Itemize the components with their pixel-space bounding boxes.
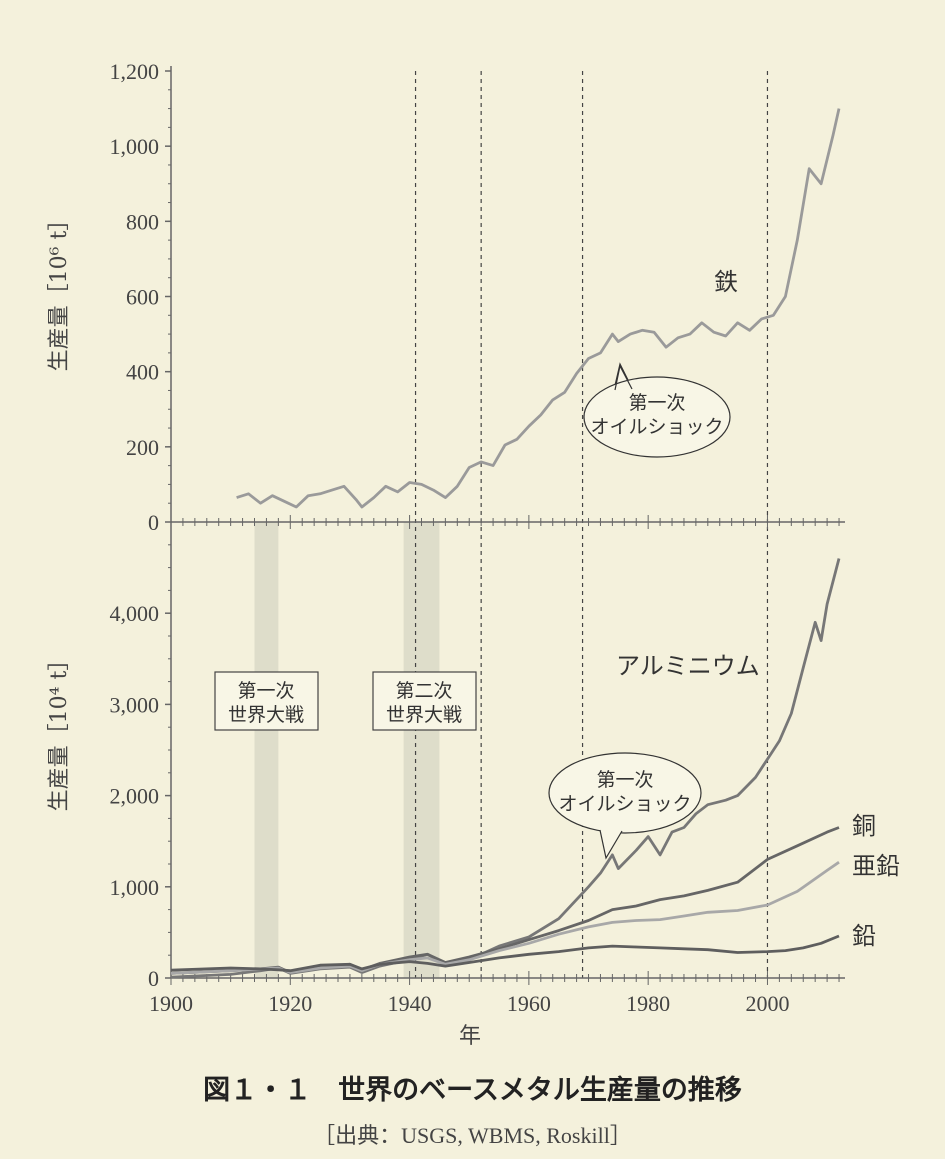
x-tick-label: 1900: [149, 991, 193, 1016]
ww1-label-line2: 世界大戦: [228, 704, 304, 726]
oil-shock-top-line2: オイルショック: [590, 416, 723, 438]
bottom-y-tick-label: 2,000: [110, 784, 160, 809]
ww1-label-line1: 第一次: [237, 680, 294, 702]
oil-shock-callout-top: 第一次 オイルショック: [583, 362, 731, 458]
oil-shock-callout-bottom: 第一次 オイルショック: [548, 752, 702, 860]
x-tick-label: 1960: [507, 991, 551, 1016]
series-line-1-鉄: [236, 108, 841, 509]
top-y-tick-label: 1,000: [110, 134, 160, 159]
shaded-period-2: [403, 522, 440, 978]
bottom-y-tick-label: 1,000: [110, 875, 160, 900]
top-y-tick-label: 1,200: [110, 59, 160, 84]
top-y-tick-label: 0: [148, 510, 159, 535]
oil-shock-bottom-line2: オイルショック: [558, 793, 691, 815]
oil-shock-bottom-line1: 第一次: [596, 769, 653, 791]
ww2-label: 第二次 世界大戦: [372, 671, 477, 731]
label-zinc: 亜鉛: [852, 852, 900, 880]
series-line-4-鉛: [170, 934, 840, 973]
x-tick-label: 2000: [745, 991, 789, 1016]
x-tick-label: 1920: [268, 991, 312, 1016]
top-y-tick-label: 400: [126, 360, 159, 385]
x-tick-label: 1980: [626, 991, 670, 1016]
bottom-y-tick-label: 3,000: [110, 692, 160, 717]
ww2-label-line1: 第二次: [395, 680, 452, 702]
bottom-y-tick-label: 0: [148, 966, 159, 991]
shaded-period-1: [254, 522, 279, 978]
bottom-y-axis-label: 生産量［10⁴ t］: [47, 649, 72, 812]
ww1-label: 第一次 世界大戦: [214, 671, 319, 731]
label-iron: 鉄: [714, 268, 738, 296]
label-aluminum: アルミニウム: [616, 652, 760, 680]
top-y-axis-label: 生産量［10⁶ t］: [47, 209, 72, 372]
top-y-tick-label: 200: [126, 435, 159, 460]
bottom-y-tick-label: 4,000: [110, 601, 160, 626]
figure-source: ［出典：USGS, WBMS, Roskill］: [313, 1123, 632, 1148]
label-copper: 銅: [852, 812, 876, 840]
series-line-3-亜鉛: [170, 861, 840, 975]
label-lead: 鉛: [852, 922, 876, 950]
top-y-tick-label: 600: [126, 285, 159, 310]
figure-caption: 図１・１ 世界のベースメタル生産量の推移: [203, 1075, 742, 1106]
base-metal-production-chart: 0 200 400 600 800 1,000 1,200 0 1,000 2,000 3,000 4…: [47, 59, 900, 1048]
ww2-label-line2: 世界大戦: [386, 704, 462, 726]
x-axis-label: 年: [459, 1023, 481, 1048]
oil-shock-top-line1: 第一次: [628, 392, 685, 414]
top-y-tick-label: 800: [126, 209, 159, 234]
x-tick-label: 1940: [388, 991, 432, 1016]
